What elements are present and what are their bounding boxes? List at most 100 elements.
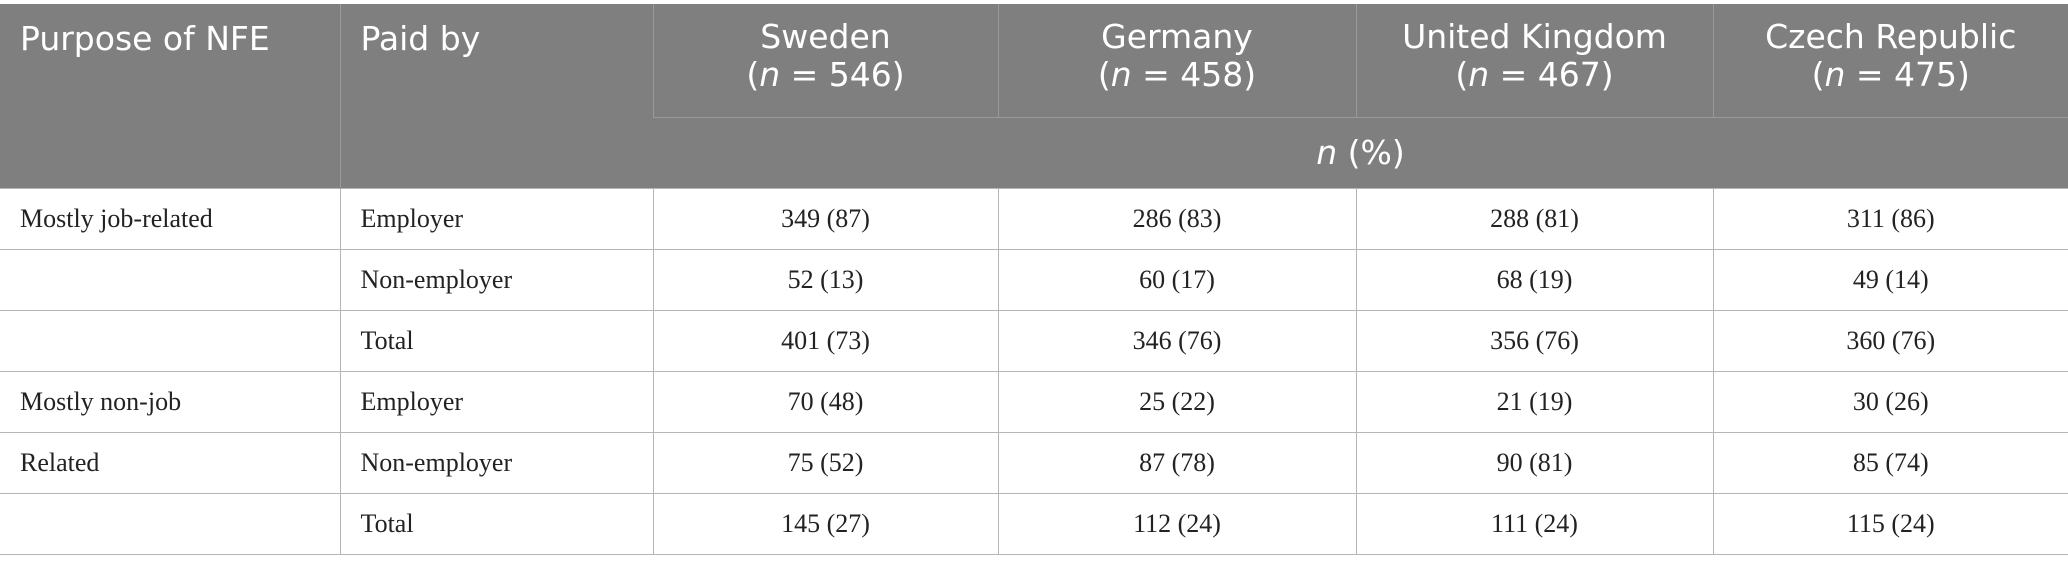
- cell-text: Non-employer: [360, 265, 513, 294]
- cell-text: 52 (13): [787, 265, 864, 294]
- header-row: Purpose of NFE Paid by Sweden (n = 546) Germ…: [0, 4, 2068, 189]
- table-cell: 87 (78): [997, 432, 1357, 494]
- table-cell: 111 (24): [1355, 493, 1714, 555]
- table-cell: Mostly non-job: [0, 371, 341, 433]
- table-cell: 360 (76): [1712, 310, 2068, 372]
- cell-text: Mostly job-related: [20, 204, 213, 233]
- cell-text: 346 (76): [1132, 326, 1222, 355]
- table-row: Mostly job-related Employer 349 (87) 286 (8…: [0, 188, 2068, 250]
- cell-text: 360 (76): [1846, 326, 1936, 355]
- table-cell: Employer: [339, 188, 654, 250]
- country-name: Czech Republic: [1765, 17, 2017, 56]
- cell-text: Related: [20, 448, 100, 477]
- column-header: Czech Republic (n = 475): [1712, 4, 2068, 118]
- header-row: n (%): [0, 117, 2068, 189]
- table-cell: 68 (19): [1355, 249, 1714, 311]
- cell-text: 70 (48): [787, 387, 864, 416]
- page: Purpose of NFE Paid by Sweden (n = 546) Germ…: [0, 4, 2068, 574]
- table-cell: Total: [339, 310, 654, 372]
- table-cell: 145 (27): [652, 493, 999, 555]
- sample-part: = 546): [780, 55, 905, 94]
- table-cell: [0, 249, 341, 311]
- column-header: Purpose of NFE: [0, 4, 340, 189]
- table-cell: 311 (86): [1712, 188, 2068, 250]
- sample-size: (n = 467): [1365, 56, 1705, 94]
- cell-text: Mostly non-job: [20, 387, 182, 416]
- sample-part: (: [746, 55, 760, 94]
- cell-text: 25 (22): [1139, 387, 1215, 416]
- table-cell: 286 (83): [997, 188, 1357, 250]
- table-cell: 401 (73): [652, 310, 999, 372]
- cell-text: Employer: [360, 387, 464, 416]
- country-name: Sweden: [760, 17, 891, 56]
- sample-size: (n = 475): [1722, 56, 2061, 94]
- table-cell: 356 (76): [1355, 310, 1714, 372]
- cell-text: Total: [360, 326, 414, 355]
- sample-part: (: [1811, 55, 1825, 94]
- country-name: Germany: [1101, 17, 1253, 56]
- sample-part: = 467): [1489, 55, 1614, 94]
- table-header: Purpose of NFE Paid by Sweden (n = 546) Germ…: [0, 4, 2068, 189]
- unit-part: (%): [1337, 133, 1405, 172]
- table-row: Non-employer 52 (13) 60 (17) 68 (19) 49 (14): [0, 249, 2068, 311]
- table-cell: 21 (19): [1355, 371, 1714, 433]
- table-cell: 115 (24): [1712, 493, 2068, 555]
- cell-text: Non-employer: [360, 448, 513, 477]
- unit-part: n: [1316, 133, 1338, 172]
- column-header: Germany (n = 458): [997, 4, 1356, 118]
- table-cell: [0, 493, 341, 555]
- cell-text: 75 (52): [787, 448, 864, 477]
- table-cell: 112 (24): [997, 493, 1357, 555]
- column-header: Paid by: [339, 4, 653, 189]
- table-body: Mostly job-related Employer 349 (87) 286 (8…: [0, 188, 2068, 555]
- table-cell: Total: [339, 493, 654, 555]
- sample-size: (n = 458): [1007, 56, 1348, 94]
- table-cell: 60 (17): [997, 249, 1357, 311]
- cell-text: Total: [360, 509, 414, 538]
- sample-part: (: [1097, 55, 1111, 94]
- cell-text: 60 (17): [1139, 265, 1215, 294]
- cell-text: 401 (73): [781, 326, 870, 355]
- cell-text: 111 (24): [1491, 509, 1578, 538]
- column-header: Sweden (n = 546): [652, 4, 998, 118]
- cell-text: 90 (81): [1496, 448, 1573, 477]
- sample-part: n: [759, 55, 781, 94]
- cell-text: 286 (83): [1132, 204, 1222, 233]
- sample-part: n: [1110, 55, 1132, 94]
- table-row: Total 401 (73) 346 (76) 356 (76) 360 (76): [0, 310, 2068, 372]
- table-row: Mostly non-job Employer 70 (48) 25 (22) 21 (…: [0, 371, 2068, 433]
- cell-text: Employer: [360, 204, 464, 233]
- cell-text: 21 (19): [1496, 387, 1573, 416]
- table-cell: 70 (48): [652, 371, 999, 433]
- table-cell: Non-employer: [339, 249, 654, 311]
- header-text: Paid by: [360, 19, 481, 58]
- table-cell: 85 (74): [1712, 432, 2068, 494]
- column-header: United Kingdom (n = 467): [1355, 4, 1713, 118]
- table-cell: 90 (81): [1355, 432, 1714, 494]
- table-cell: Related: [0, 432, 341, 494]
- sample-part: = 475): [1845, 55, 1970, 94]
- cell-text: 288 (81): [1490, 204, 1579, 233]
- cell-text: 145 (27): [781, 509, 870, 538]
- table-cell: Non-employer: [339, 432, 654, 494]
- sample-part: (: [1455, 55, 1469, 94]
- cell-text: 112 (24): [1133, 509, 1221, 538]
- sample-part: n: [1824, 55, 1846, 94]
- table-cell: 349 (87): [652, 188, 999, 250]
- table-cell: [0, 310, 341, 372]
- table-cell: Mostly job-related: [0, 188, 341, 250]
- table-cell: 288 (81): [1355, 188, 1714, 250]
- cell-text: 115 (24): [1846, 509, 1935, 538]
- cell-text: 68 (19): [1496, 265, 1573, 294]
- table-cell: 30 (26): [1712, 371, 2068, 433]
- sample-size: (n = 546): [662, 56, 990, 94]
- data-table: Purpose of NFE Paid by Sweden (n = 546) Germ…: [0, 4, 2068, 555]
- sample-part: n: [1468, 55, 1490, 94]
- table-cell: 75 (52): [652, 432, 999, 494]
- table-row: Related Non-employer 75 (52) 87 (78) 90 (81)…: [0, 432, 2068, 494]
- table-cell: 49 (14): [1712, 249, 2068, 311]
- unit-header: n (%): [653, 117, 2068, 189]
- table-row: Total 145 (27) 112 (24) 111 (24) 115 (24): [0, 493, 2068, 555]
- cell-text: 30 (26): [1852, 387, 1929, 416]
- header-text: Purpose of NFE: [20, 19, 270, 58]
